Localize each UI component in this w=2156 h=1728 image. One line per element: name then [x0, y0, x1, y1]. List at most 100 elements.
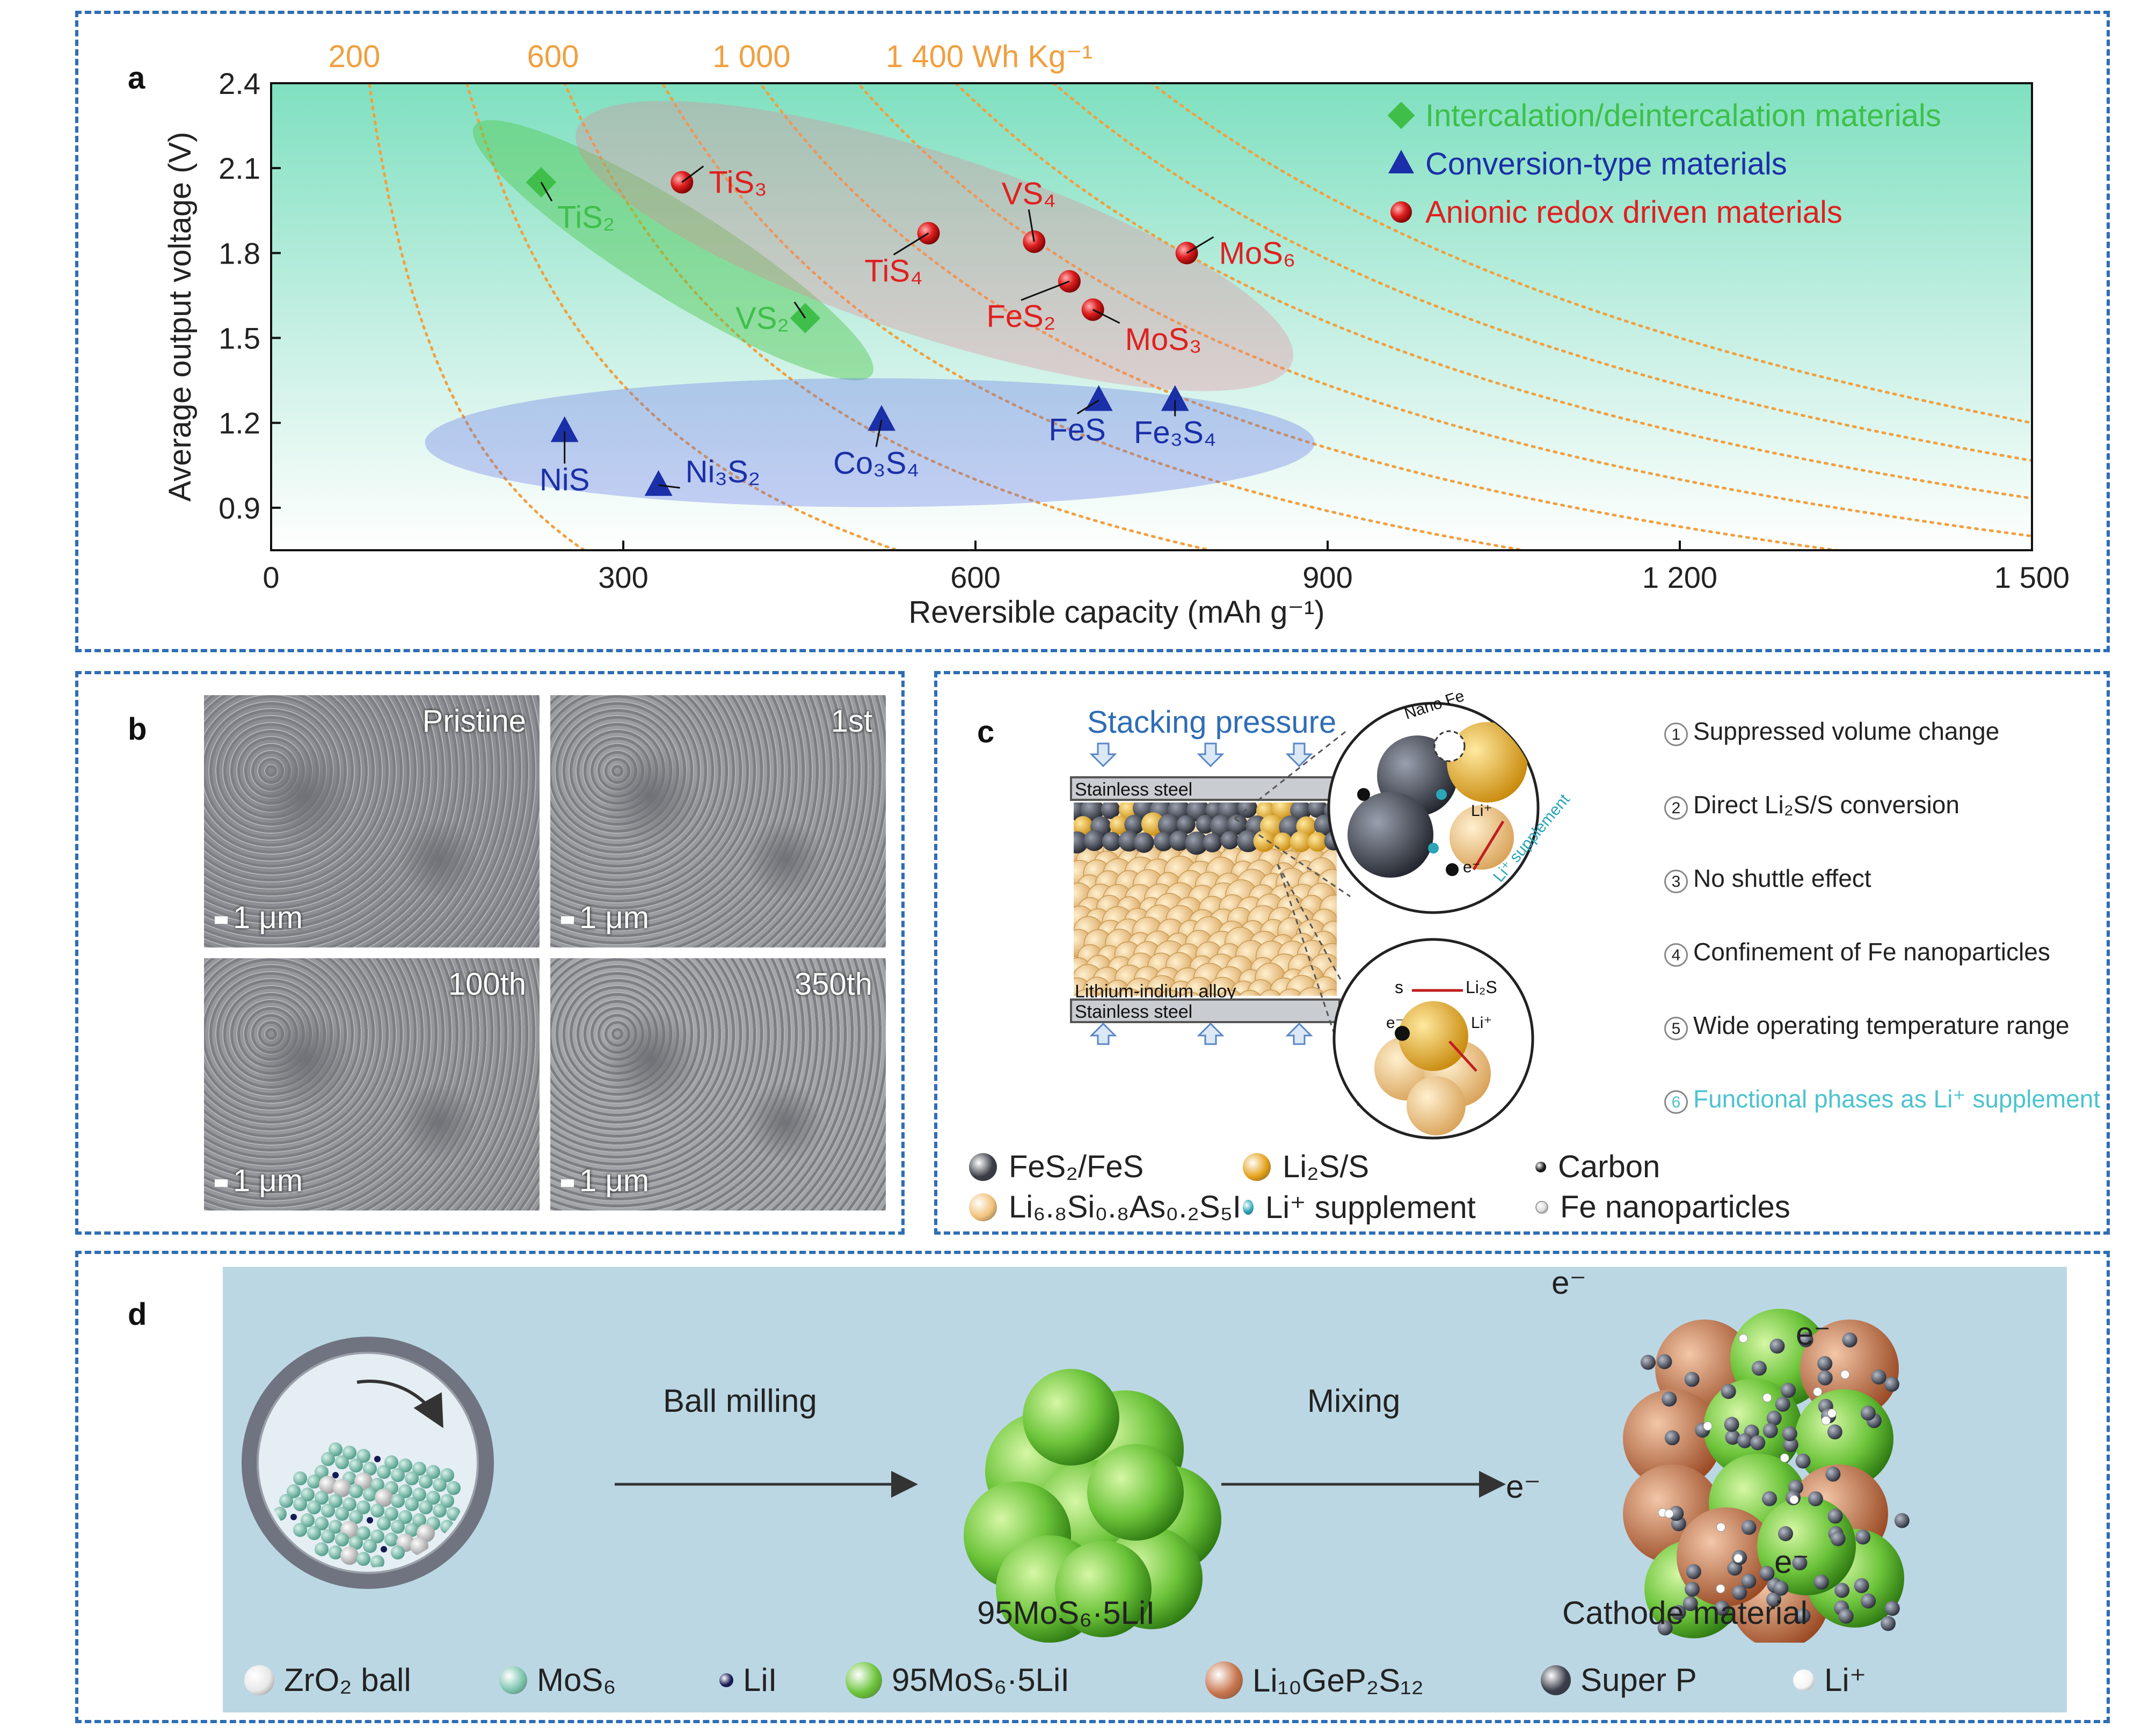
- x-tick-label: 1 200: [1642, 560, 1717, 594]
- sem-image-grid: Pristine 1 μm 1st 1 μm 100th 1 μm 350th 1 μm: [204, 695, 886, 1211]
- point-label: NiS: [540, 463, 589, 498]
- x-tick-label: 300: [598, 560, 648, 594]
- label-pointer: [1092, 309, 1120, 324]
- plot-frame: [270, 82, 2033, 551]
- legend-swatch-icon: [1541, 1665, 1571, 1695]
- label-pointer: [658, 484, 680, 489]
- legend-label: Conversion-type materials: [1425, 147, 1787, 181]
- legend-swatch-icon: [1243, 1200, 1254, 1215]
- legend-text: LiI: [743, 1662, 777, 1698]
- legend-text: Li⁺: [1824, 1662, 1867, 1698]
- legend-text: Fe nanoparticles: [1560, 1190, 1790, 1224]
- point-label: FeS: [1048, 413, 1105, 448]
- legend-item: Li₂S/S: [1243, 1149, 1369, 1185]
- data-point: [644, 470, 673, 496]
- stainless-steel-top-label: Stainless steel: [1075, 779, 1192, 800]
- point-label: TiS₃: [709, 165, 767, 200]
- legend-item: FeS₂/FeS: [969, 1149, 1143, 1185]
- x-axis-label: Reversible capacity (mAh g⁻¹): [908, 595, 1324, 630]
- y-tick-label: 1.2: [218, 406, 260, 440]
- point-label: MoS₆: [1219, 236, 1296, 271]
- legend-item: Li⁺ supplement: [1243, 1189, 1476, 1226]
- label-pointer: [681, 165, 704, 183]
- cathode-e-minus-4: e⁻: [1774, 1544, 1810, 1580]
- point-label: Co₃S₄: [833, 446, 919, 480]
- scale-bar-text: 1 μm: [233, 900, 303, 935]
- point-label: MoS₃: [1125, 322, 1202, 357]
- feature-text: Functional phases as Li⁺ supplement: [1693, 1085, 2101, 1113]
- feature-number: 4: [1664, 943, 1688, 967]
- synthesis-schematic: [242, 1309, 1910, 1643]
- energy-contour-minor: [1052, 83, 2032, 462]
- stainless-steel-bottom: [1070, 998, 1341, 1023]
- data-point: [1081, 298, 1104, 321]
- legend-swatch-icon: [1243, 1153, 1271, 1181]
- legend-text: Li⁺ supplement: [1265, 1190, 1476, 1225]
- stacking-pressure-label: Stacking pressure: [1087, 705, 1336, 740]
- lithium-indium-label: Lithium-indium alloy: [1075, 981, 1236, 1002]
- energy-density-chart: 0 300 600 900 1 200 1 500 0.9 1.2 1.5 1.8 2.1 2.4 T…: [163, 39, 2070, 630]
- feature-item: 2 Direct Li₂S/S conversion: [1664, 790, 1960, 820]
- legend-item: 95MoS₆·5LiI: [846, 1661, 1069, 1698]
- legend-swatch-icon: [244, 1665, 274, 1695]
- label-pointer: [1076, 399, 1099, 414]
- y-tick-label: 1.8: [218, 236, 260, 270]
- energy-contour: [368, 83, 587, 550]
- legend-item: Fe nanoparticles: [1535, 1189, 1790, 1225]
- legend-item: ZrO₂ ball: [244, 1661, 411, 1698]
- cathode-e-minus-1: e⁻: [1552, 1265, 1587, 1301]
- product-label: 95MoS₆·5LiI: [977, 1595, 1155, 1631]
- rotation-arrow: [356, 1380, 443, 1428]
- legend-swatch-icon: [846, 1661, 882, 1698]
- feature-number: 1: [1664, 723, 1688, 746]
- feature-item: 3 No shuttle effect: [1664, 864, 1871, 893]
- legend-text: MoS₆: [537, 1662, 616, 1698]
- sem-cycle-label: Pristine: [422, 704, 526, 739]
- legend-label: Anionic redox driven materials: [1425, 195, 1842, 230]
- y-tick-label: 2.4: [218, 67, 260, 100]
- scale-bar-text: 1 μm: [233, 1163, 303, 1198]
- legend-text: ZrO₂ ball: [284, 1662, 411, 1698]
- point-label: TiS₂: [557, 200, 615, 235]
- y-axis-label: Average output voltage (V): [163, 132, 198, 502]
- data-point: [550, 416, 579, 442]
- li2s-label: Li₂S: [1466, 978, 1497, 997]
- legend-item: LiI: [719, 1661, 777, 1698]
- scale-bar-line: [561, 916, 574, 924]
- energy-density-tick-label: 1 400 Wh Kg⁻¹: [886, 39, 1092, 74]
- energy-contour-minor: [1149, 83, 2032, 425]
- feature-text: Direct Li₂S/S conversion: [1693, 791, 1960, 819]
- legend-swatch-icon: [719, 1673, 733, 1687]
- stainless-steel-bottom-label: Stainless steel: [1075, 1002, 1192, 1022]
- panel-b: [75, 671, 905, 1235]
- label-pointer: [1021, 280, 1070, 301]
- panel-d-label: d: [128, 1297, 147, 1332]
- sem-image: 350th 1 μm: [550, 958, 886, 1211]
- legend-text: Li₂S/S: [1283, 1149, 1370, 1184]
- zoom-e-minus-label: e⁻: [1463, 858, 1481, 876]
- cell-schematic: Stacking pressure Stainless steel Lithiu…: [1070, 687, 1574, 1140]
- feature-text: Confinement of Fe nanoparticles: [1693, 938, 2050, 966]
- point-label: VS₂: [735, 301, 789, 336]
- milling-jar: [242, 1337, 494, 1589]
- scale-bar-line: [561, 1179, 574, 1187]
- y-tick-label: 2.1: [218, 151, 260, 185]
- x-tick-label: 1 500: [1994, 560, 2070, 594]
- zoom-li-plus-label: Li⁺: [1471, 802, 1492, 820]
- energy-contour-minor: [856, 83, 2032, 538]
- plot-background: [271, 83, 2032, 550]
- scale-bar: 1 μm: [215, 1163, 303, 1199]
- point-label: FeS₂: [986, 299, 1055, 334]
- s-label: s: [1395, 978, 1403, 997]
- energy-density-tick-label: 200: [329, 39, 381, 74]
- feature-item: 4 Confinement of Fe nanoparticles: [1664, 937, 2050, 967]
- legend-item: Super P: [1541, 1661, 1697, 1698]
- legend-triangle-icon: [1388, 150, 1414, 173]
- panel-c: [934, 671, 2110, 1235]
- cathode-e-minus-2: e⁻: [1796, 1316, 1831, 1352]
- legend-item: Li₆.₈Si₀.₈As₀.₂S₅I: [969, 1189, 1241, 1225]
- panel-d: [75, 1251, 2110, 1723]
- y-tick-label: 0.9: [218, 491, 260, 525]
- energy-contour-minor: [661, 83, 1532, 550]
- legend-swatch-icon: [969, 1193, 997, 1221]
